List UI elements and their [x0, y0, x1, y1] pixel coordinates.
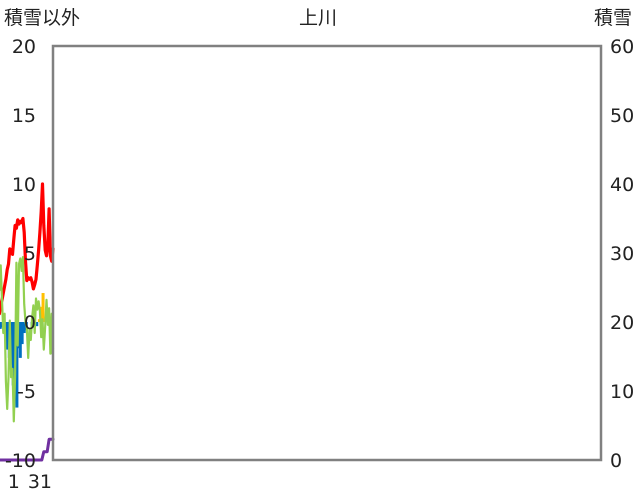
series-line-0: [0, 182, 55, 316]
series-line-2: [0, 437, 55, 462]
bar: [39, 306, 43, 322]
y-right-tick-label: 30: [610, 243, 634, 265]
y-left-tick-label: 5: [24, 243, 36, 265]
y-right-tick-label: 10: [610, 381, 634, 403]
series-line-1: [0, 256, 55, 423]
y-left-ticks: -10 -5 0 5 10 15 20: [5, 36, 36, 472]
y-right-tick-label: 40: [610, 174, 634, 196]
y-right-tick-label: 60: [610, 36, 634, 58]
y-left-tick-label: 10: [12, 174, 36, 196]
bar: [41, 293, 45, 322]
chart-title: 上川: [299, 7, 337, 29]
x-tick-label: 31: [28, 471, 52, 493]
bar: [5, 322, 9, 350]
y-left-tick-label: 15: [12, 105, 36, 127]
bar: [22, 322, 26, 334]
y-right-ticks: 0 10 20 30 40 50 60: [610, 36, 634, 472]
y-left-tick-label: -10: [5, 450, 36, 472]
plot-border: [51, 44, 603, 462]
bar: [11, 322, 15, 386]
y-right-tick-label: 20: [610, 312, 634, 334]
bar: [18, 322, 22, 358]
line-series: [0, 182, 55, 462]
bar: [35, 322, 39, 327]
y-right-tick-label: 0: [610, 450, 622, 472]
y-right-label: 積雪: [594, 7, 632, 29]
y-left-tick-label: -5: [17, 381, 36, 403]
bar: [0, 322, 2, 329]
x-tick-label: 1: [8, 471, 20, 493]
bar: [20, 322, 24, 345]
y-left-label: 積雪以外: [4, 7, 80, 29]
bar: [15, 322, 19, 408]
y-right-tick-label: 50: [610, 105, 634, 127]
y-left-tick-label: 0: [24, 312, 36, 334]
x-tick-labels: 31123456789: [8, 471, 52, 493]
y-left-tick-label: 20: [12, 36, 36, 58]
